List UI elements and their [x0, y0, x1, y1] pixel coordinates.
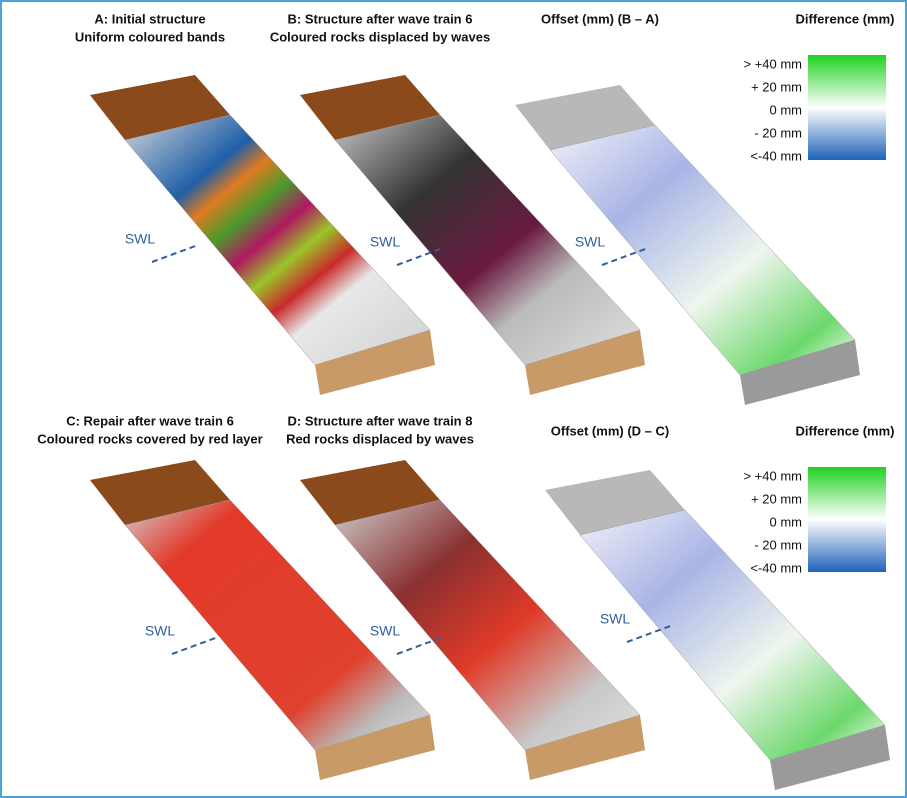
legend-label: > +40 mm [743, 468, 802, 483]
swl-line [397, 637, 443, 654]
legend-colorbar [808, 55, 886, 160]
panel-title: Red rocks displaced by waves [286, 431, 474, 446]
panel-title: Coloured rocks covered by red layer [37, 431, 262, 446]
legend-label: 0 mm [770, 514, 803, 529]
swl-label: SWL [145, 623, 176, 639]
panel-title: Offset (mm) (B – A) [541, 11, 659, 26]
swl-line [172, 637, 218, 654]
legend-title: Difference (mm) [796, 423, 895, 438]
legend-label: 0 mm [770, 102, 803, 117]
panel-title: C: Repair after wave train 6 [66, 413, 234, 428]
panel-title: Coloured rocks displaced by waves [270, 29, 490, 44]
legend-label: <-40 mm [750, 560, 802, 575]
swl-label: SWL [370, 623, 401, 639]
panel-title: Offset (mm) (D – C) [551, 423, 669, 438]
legend-title: Difference (mm) [796, 11, 895, 26]
panel-title: D: Structure after wave train 8 [288, 413, 473, 428]
swl-label: SWL [370, 234, 401, 250]
panel-title: B: Structure after wave train 6 [288, 11, 473, 26]
legend-label: - 20 mm [754, 125, 802, 140]
legend-label: + 20 mm [751, 491, 802, 506]
legend-colorbar [808, 467, 886, 572]
figure: A: Initial structure Uniform coloured ban… [0, 0, 907, 798]
swl-line [152, 245, 198, 262]
panel-title: Uniform coloured bands [75, 29, 225, 44]
panel-title: A: Initial structure [94, 11, 205, 26]
legend-label: - 20 mm [754, 537, 802, 552]
swl-label: SWL [600, 611, 631, 627]
legend-label: + 20 mm [751, 79, 802, 94]
swl-label: SWL [125, 231, 156, 247]
legend-label: <-40 mm [750, 148, 802, 163]
legend-label: > +40 mm [743, 56, 802, 71]
swl-label: SWL [575, 234, 606, 250]
